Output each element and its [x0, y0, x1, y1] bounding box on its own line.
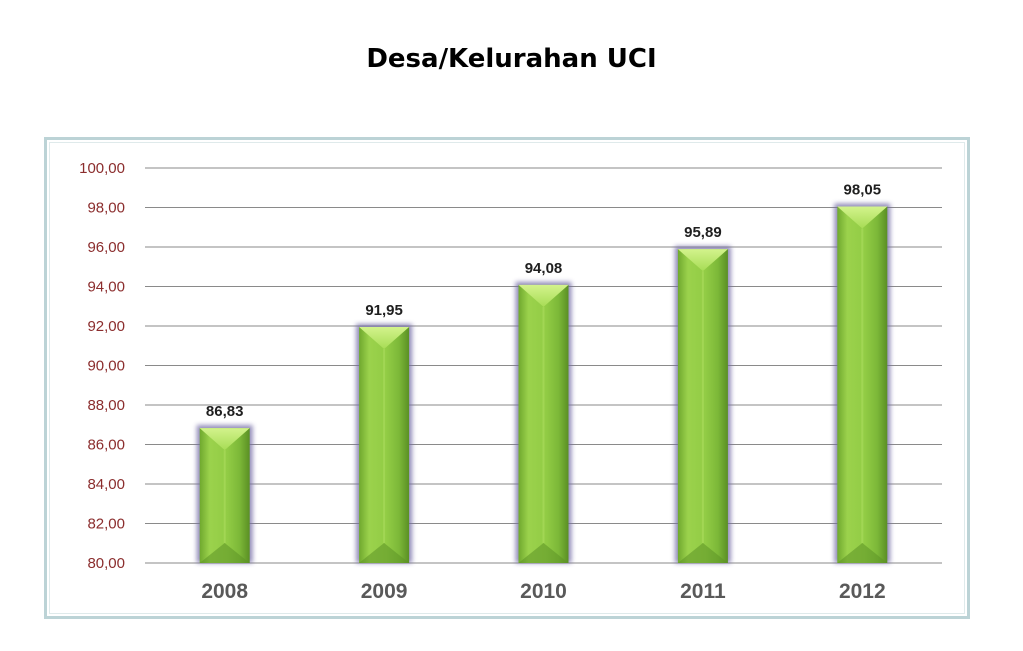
bar	[837, 206, 888, 563]
y-tick-label: 94,00	[87, 279, 125, 296]
x-tick-label: 2011	[680, 580, 726, 603]
bar	[677, 249, 728, 564]
y-tick-label: 90,00	[87, 358, 125, 375]
y-tick-label: 80,00	[87, 555, 125, 572]
bar-top-bevel	[518, 284, 569, 307]
bar-bottom-bevel	[677, 543, 728, 563]
data-label: 94,08	[525, 260, 563, 277]
data-labels: 86,83 91,95 94,08 95,89 98,05	[206, 182, 881, 421]
y-tick-label: 100,00	[79, 160, 125, 177]
x-tick-label: 2008	[201, 580, 248, 603]
bar-bottom-bevel	[199, 543, 250, 563]
y-axis-ticks: 80,00 82,00 84,00 86,00 88,00 90,00 92,00 94,00…	[79, 160, 125, 572]
chart-title: Desa/Kelurahan UCI	[366, 44, 657, 74]
bar-top-bevel	[199, 428, 250, 451]
bar-bottom-bevel	[359, 543, 410, 563]
x-tick-label: 2012	[839, 580, 886, 603]
y-tick-label: 92,00	[87, 318, 125, 335]
data-label: 95,89	[684, 224, 722, 241]
y-tick-label: 98,00	[87, 200, 125, 217]
chart-frame-inner	[49, 142, 965, 614]
bar-bottom-bevel	[518, 543, 569, 563]
bar-top-bevel	[677, 249, 728, 272]
y-tick-label: 84,00	[87, 476, 125, 493]
bar-top-bevel	[359, 326, 410, 349]
bar-top-bevel	[837, 206, 888, 229]
x-tick-label: 2010	[520, 580, 567, 603]
y-tick-label: 86,00	[87, 437, 125, 454]
x-axis-ticks: 2008 2009 2010 2011 2012	[201, 580, 885, 603]
data-label: 91,95	[365, 302, 403, 319]
bar	[199, 428, 250, 563]
y-tick-label: 82,00	[87, 516, 125, 533]
bar	[518, 284, 569, 563]
y-tick-label: 88,00	[87, 397, 125, 414]
bars	[196, 203, 891, 564]
bar-bottom-bevel	[837, 543, 888, 563]
x-tick-label: 2009	[361, 580, 408, 603]
data-label: 86,83	[206, 403, 244, 420]
data-label: 98,05	[844, 182, 882, 199]
bar	[359, 326, 410, 563]
y-tick-label: 96,00	[87, 239, 125, 256]
